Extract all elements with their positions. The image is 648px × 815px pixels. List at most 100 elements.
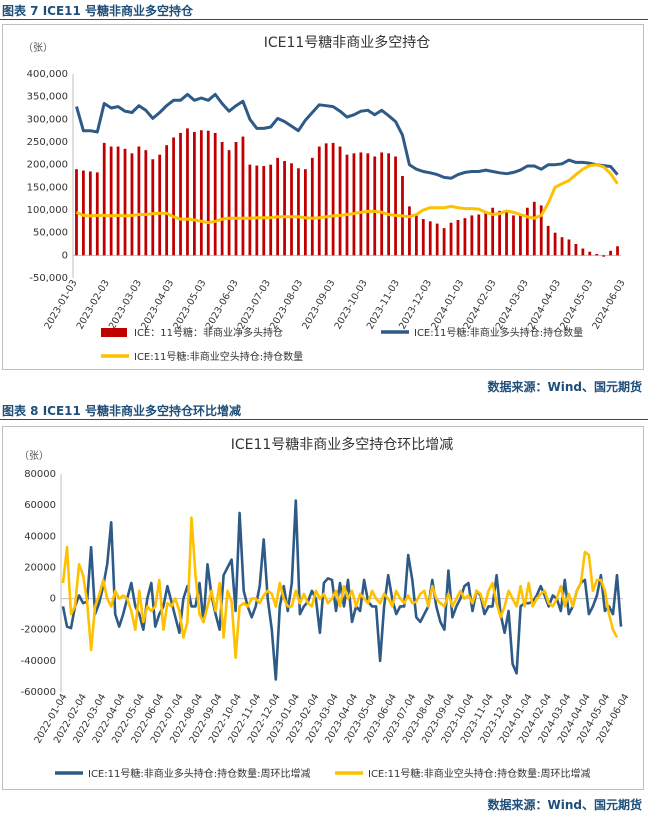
- chart1-bar: [477, 214, 481, 256]
- chart1-bar: [616, 246, 619, 256]
- chart1-bar: [539, 205, 543, 256]
- chart2-legend-label: ICE:11号糖:非商业多头持仓:持仓数量:周环比增减: [88, 767, 310, 780]
- chart1-bar: [317, 146, 321, 256]
- chart1-bar: [546, 225, 550, 256]
- chart1-bar: [310, 157, 314, 256]
- chart1-bar: [241, 136, 245, 256]
- chart1-bar: [463, 218, 467, 256]
- chart1-bar: [609, 250, 612, 256]
- chart1-bar: [109, 146, 113, 256]
- chart1-bar: [338, 146, 342, 256]
- chart1-ytick-label: 150,000: [27, 182, 68, 193]
- chart1-xtick-label: 2023-12-03: [397, 278, 434, 331]
- chart1-xtick-label: 2023-01-03: [42, 278, 79, 331]
- chart1-xtick-label: 2024-06-03: [590, 278, 627, 331]
- chart1-bar: [449, 222, 453, 256]
- chart1-bar: [248, 164, 252, 256]
- chart1-xtick-label: 2023-11-03: [365, 278, 402, 331]
- chart1-bar: [199, 130, 203, 256]
- figure-7-caption: 图表 7 ICE11 号糖非商业多空持仓: [2, 4, 194, 18]
- chart1-bar: [588, 251, 592, 256]
- chart1-bar: [525, 207, 529, 256]
- chart1-ytick-label: 0: [62, 250, 68, 261]
- chart1-bar: [560, 237, 564, 256]
- chart1-bar: [435, 223, 439, 256]
- chart1-xtick-label: 2023-10-03: [333, 278, 370, 331]
- chart-2-svg: ICE11号糖非商业多空持仓环比增减 （张） -60000 -40000 -20000 0…: [19, 436, 632, 780]
- chart1-bar: [123, 148, 127, 256]
- chart1-legend-label: ICE:11号糖:非商业空头持仓:持仓数量: [134, 350, 303, 363]
- chart2-title: ICE11号糖非商业多空持仓环比增减: [231, 436, 454, 453]
- chart-1-svg: ICE11号糖非商业多空持仓 （张） -50,000 0 50,000 100,000 15…: [23, 34, 628, 363]
- chart1-ytick-label: 200,000: [27, 160, 68, 171]
- chart1-bar: [172, 137, 175, 256]
- chart1-bar: [519, 213, 522, 256]
- chart1-bar: [532, 201, 536, 256]
- chart-1-panel: ICE11号糖非商业多空持仓 （张） -50,000 0 50,000 100,000 15…: [2, 24, 644, 370]
- chart1-bar: [505, 212, 508, 256]
- chart1-legend-label: ICE:11号糖:非商业多头持仓:持仓数量: [414, 326, 583, 339]
- chart1-bar: [387, 153, 391, 256]
- chart1-xtick-label: 2023-08-03: [268, 278, 305, 331]
- chart1-bar: [116, 146, 120, 256]
- chart1-xtick-label: 2023-05-03: [171, 278, 208, 331]
- chart1-bar: [82, 170, 85, 256]
- chart1-ytick-label: 100,000: [27, 205, 68, 216]
- chart1-bar: [151, 159, 155, 256]
- chart1-bar: [255, 165, 259, 256]
- chart1-bar: [95, 172, 99, 256]
- chart1-xtick-label: 2024-05-03: [558, 278, 595, 331]
- chart1-bar: [380, 152, 384, 256]
- chart1-xtick-label: 2023-04-03: [139, 278, 176, 331]
- chart1-bar: [165, 145, 169, 256]
- chart2-ytick-label: 60000: [24, 500, 56, 511]
- chart1-bar: [373, 156, 377, 256]
- chart1-bar: [491, 207, 495, 256]
- chart1-bar: [345, 154, 349, 256]
- figure-8-rule: [0, 419, 648, 420]
- chart1-bar: [428, 221, 432, 256]
- chart1-ytick-label: 350,000: [27, 92, 68, 103]
- chart1-bar: [602, 255, 606, 257]
- chart1-ytick-label: 250,000: [27, 137, 68, 148]
- chart2-ylabel: （张）: [19, 450, 49, 462]
- chart2-ytick-label: -40000: [21, 656, 56, 667]
- figure-7-rule: [0, 19, 648, 20]
- chart1-bar: [303, 169, 307, 256]
- chart1-xtick-label: 2024-01-03: [429, 278, 466, 331]
- chart1-series-line-2: [75, 163, 619, 225]
- chart1-bar: [186, 128, 189, 256]
- chart1-bar: [297, 168, 300, 256]
- chart1-bar: [581, 248, 585, 256]
- chart1-bar: [553, 232, 557, 256]
- chart2-ytick-label: -20000: [21, 625, 56, 636]
- chart1-legend-swatch: [101, 328, 127, 337]
- chart1-bar: [130, 153, 134, 256]
- chart1-bar: [470, 215, 474, 256]
- chart1-xtick-label: 2023-09-03: [300, 278, 337, 331]
- chart1-bar: [394, 156, 397, 256]
- chart1-xtick-label: 2024-04-03: [526, 278, 563, 331]
- chart1-bar: [283, 161, 286, 256]
- chart1-bar: [595, 253, 599, 256]
- chart1-bar: [206, 130, 210, 256]
- chart1-xtick-label: 2024-03-03: [494, 278, 531, 331]
- figure-8-caption: 图表 8 ICE11 号糖非商业多空持仓环比增减: [2, 404, 242, 418]
- chart1-bar: [352, 153, 356, 256]
- chart1-legend-label: ICE：11号糖：非商业净多头持仓: [134, 326, 283, 339]
- chart1-bar: [366, 153, 370, 256]
- chart1-bar: [484, 212, 488, 256]
- chart1-bar: [408, 206, 411, 256]
- chart1-bar: [137, 146, 141, 256]
- chart2-series-line-1: [61, 516, 619, 659]
- chart2-ytick-label: 80000: [24, 469, 56, 480]
- chart1-bar: [421, 219, 425, 256]
- chart1-ytick-label: 400,000: [27, 69, 68, 80]
- chart2-ytick-label: 20000: [24, 562, 56, 573]
- chart1-bar: [213, 132, 217, 256]
- chart1-bar: [498, 210, 501, 256]
- chart1-xtick-label: 2024-02-03: [462, 278, 499, 331]
- chart1-xtick-label: 2023-07-03: [236, 278, 273, 331]
- chart2-ytick-label: -60000: [21, 687, 56, 698]
- chart2-ytick-label: 40000: [24, 531, 56, 542]
